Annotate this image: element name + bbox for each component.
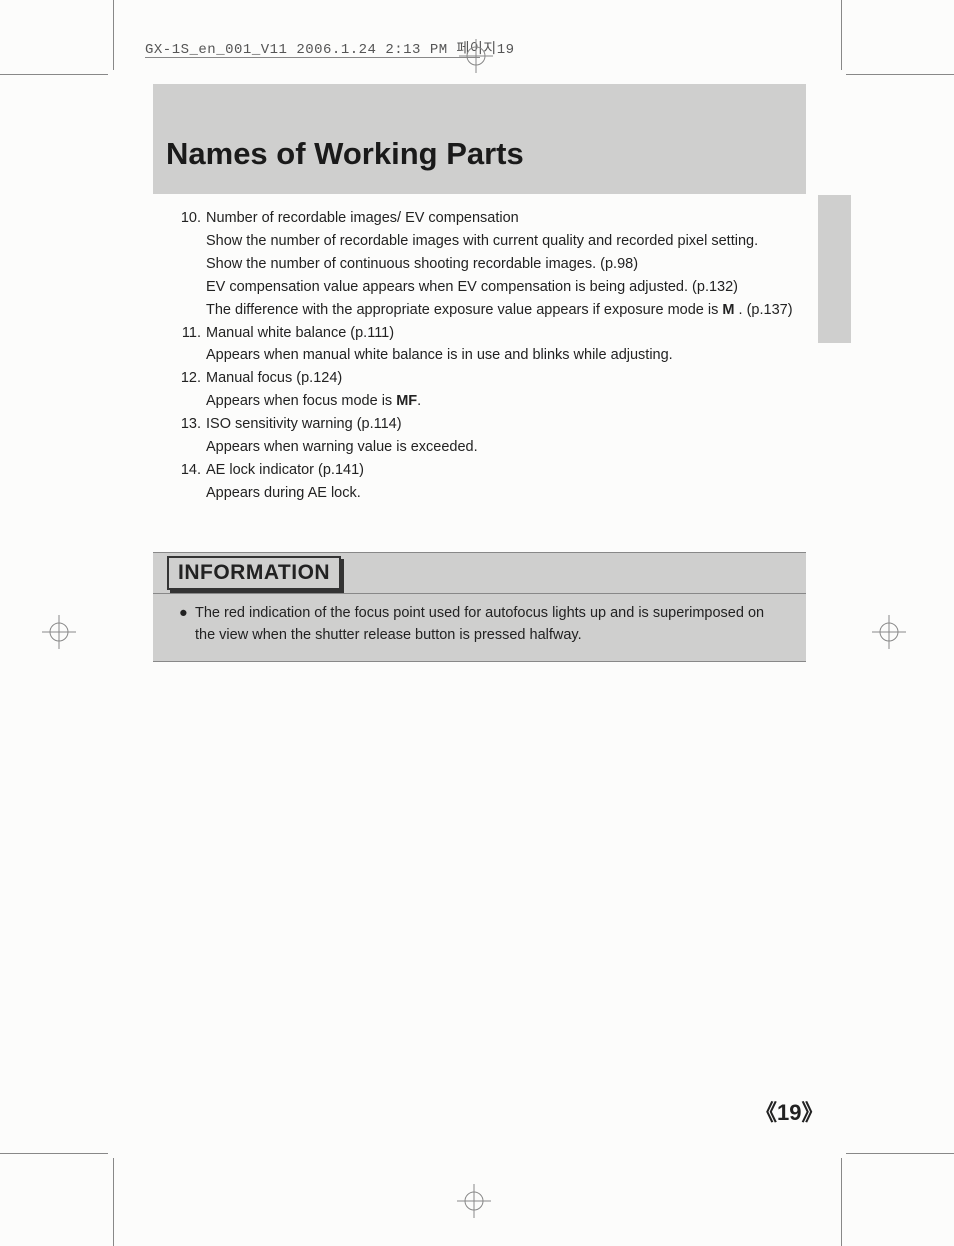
registration-mark-icon bbox=[459, 39, 493, 73]
title-banner: Names of Working Parts bbox=[153, 84, 806, 194]
list-number: 10. bbox=[176, 207, 206, 322]
list-sub: EV compensation value appears when EV co… bbox=[206, 276, 816, 299]
list-item: 13. ISO sensitivity warning (p.114) Appe… bbox=[176, 413, 816, 459]
list-number: 14. bbox=[176, 459, 206, 505]
list-lead: Manual focus (p.124) bbox=[206, 367, 816, 390]
list-sub-text: . (p.137) bbox=[735, 302, 793, 318]
registration-mark-icon bbox=[872, 615, 906, 649]
list-number: 12. bbox=[176, 367, 206, 413]
page-number-value: 19 bbox=[777, 1100, 801, 1125]
page-title: Names of Working Parts bbox=[166, 136, 524, 172]
crop-mark bbox=[0, 74, 108, 75]
bullet-icon: ● bbox=[179, 602, 195, 647]
list-lead: Manual white balance (p.111) bbox=[206, 322, 816, 345]
list-lead: ISO sensitivity warning (p.114) bbox=[206, 413, 816, 436]
information-block: INFORMATION ● The red indication of the … bbox=[153, 552, 806, 662]
list-item: 14. AE lock indicator (p.141) Appears du… bbox=[176, 459, 816, 505]
information-body: ● The red indication of the focus point … bbox=[153, 594, 806, 662]
registration-mark-icon bbox=[457, 1184, 491, 1218]
crop-mark bbox=[846, 1153, 954, 1154]
list-sub-text: Appears when focus mode is bbox=[206, 393, 396, 409]
list-sub: Appears when manual white balance is in … bbox=[206, 344, 816, 367]
crop-mark bbox=[113, 0, 114, 70]
registration-mark-icon bbox=[42, 615, 76, 649]
list-lead: Number of recordable images/ EV compensa… bbox=[206, 207, 816, 230]
list-sub: Show the number of continuous shooting r… bbox=[206, 253, 816, 276]
mf-symbol: MF bbox=[396, 393, 417, 409]
list-item: 12. Manual focus (p.124) Appears when fo… bbox=[176, 367, 816, 413]
list-sub-text: . bbox=[417, 393, 421, 409]
information-header-bar: INFORMATION bbox=[153, 552, 806, 594]
list-sub: Appears when warning value is exceeded. bbox=[206, 436, 816, 459]
manual-page: GX-1S_en_001_V11 2006.1.24 2:13 PM 페이지19… bbox=[0, 0, 954, 1246]
list-number: 11. bbox=[176, 322, 206, 368]
list-lead: AE lock indicator (p.141) bbox=[206, 459, 816, 482]
information-heading: INFORMATION bbox=[167, 556, 341, 590]
list-sub: Appears when focus mode is MF. bbox=[206, 390, 816, 413]
list-item: 11. Manual white balance (p.111) Appears… bbox=[176, 322, 816, 368]
list-sub: Appears during AE lock. bbox=[206, 482, 816, 505]
information-text: The red indication of the focus point us… bbox=[195, 602, 780, 647]
list-sub: Show the number of recordable images wit… bbox=[206, 230, 816, 253]
bracket-right-icon: 》 bbox=[802, 1100, 824, 1125]
crop-mark bbox=[841, 1158, 842, 1246]
page-number: 《19》 bbox=[755, 1095, 824, 1127]
crop-mark bbox=[0, 1153, 108, 1154]
list-item: 10. Number of recordable images/ EV comp… bbox=[176, 207, 816, 322]
crop-mark bbox=[113, 1158, 114, 1246]
list-sub-text: The difference with the appropriate expo… bbox=[206, 302, 722, 318]
list-sub: The difference with the appropriate expo… bbox=[206, 299, 816, 322]
list-number: 13. bbox=[176, 413, 206, 459]
crop-mark bbox=[846, 74, 954, 75]
side-tab bbox=[818, 195, 851, 343]
mode-m-symbol: M bbox=[722, 302, 734, 318]
bracket-left-icon: 《 bbox=[755, 1100, 777, 1125]
parts-list: 10. Number of recordable images/ EV comp… bbox=[176, 207, 816, 505]
crop-mark bbox=[841, 0, 842, 70]
print-header-rule bbox=[145, 57, 480, 58]
